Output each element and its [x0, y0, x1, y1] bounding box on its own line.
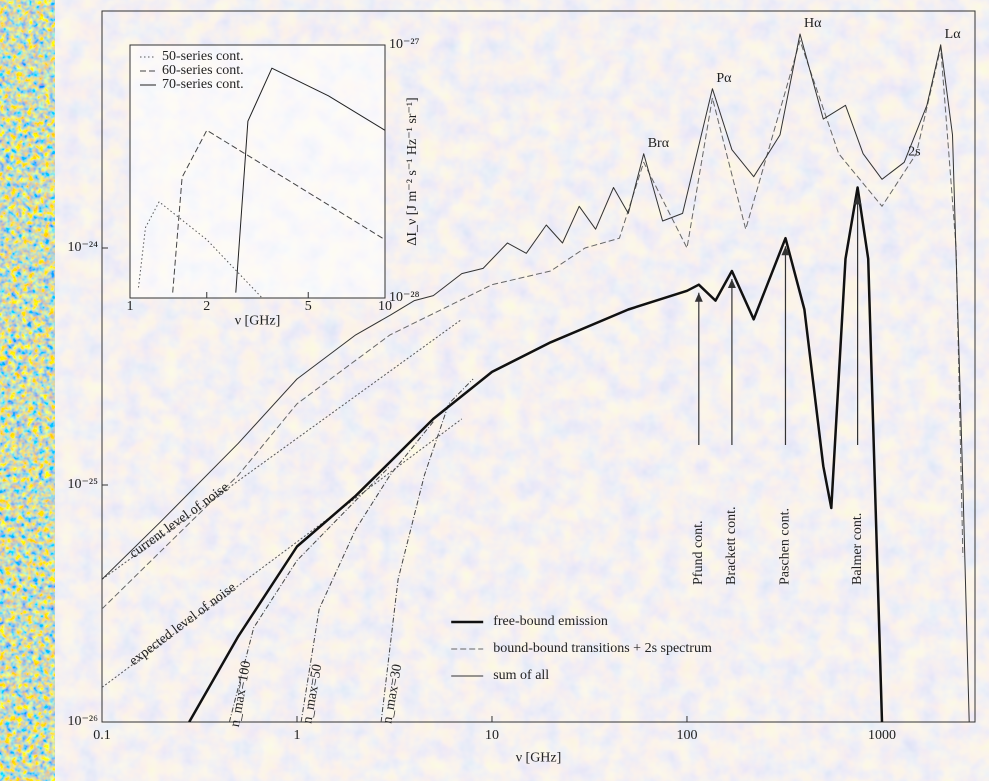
legend-label: bound-bound transitions + 2s spectrum	[493, 641, 712, 656]
arrow-label: Balmer cont.	[850, 513, 865, 585]
x-tick-label: 10	[485, 728, 499, 743]
peak-label: Lα	[945, 27, 962, 42]
x-tick-label: 0.1	[93, 728, 111, 743]
peak-label: Hα	[804, 16, 822, 31]
x-tick-label: 5	[305, 299, 312, 314]
y-tick-label: 10⁻²⁵	[68, 477, 99, 492]
x-axis-label: ν [GHz]	[516, 751, 562, 766]
y-tick-label: 10⁻²⁶	[68, 714, 99, 729]
y-axis-label: ΔI_ν [J m⁻² s⁻¹ Hz⁻¹ sr⁻¹]	[405, 97, 420, 245]
x-axis-label: ν [GHz]	[235, 314, 281, 329]
x-tick-label: 1	[293, 728, 300, 743]
figure: 0.1110100100010⁻²⁶10⁻²⁵10⁻²⁴ν [GHz]curre…	[0, 0, 989, 781]
arrow-label: Pfund cont.	[691, 520, 706, 585]
peak-label: Pα	[716, 71, 732, 86]
arrow-label: Brackett cont.	[724, 506, 739, 585]
y-tick-label: 10⁻²⁸	[389, 290, 420, 305]
legend-label: sum of all	[493, 668, 549, 683]
side-strip	[0, 0, 55, 781]
x-tick-label: 1	[127, 299, 134, 314]
y-tick-label: 10⁻²⁴	[68, 240, 99, 255]
x-tick-label: 100	[676, 728, 697, 743]
legend-label: 50-series cont.	[162, 49, 244, 64]
legend-label: 60-series cont.	[162, 63, 244, 78]
peak-label: 2s	[908, 144, 920, 159]
arrow-label: Paschen cont.	[778, 508, 793, 585]
peak-label: Brα	[648, 136, 670, 151]
x-tick-label: 2	[203, 299, 210, 314]
x-tick-label: 1000	[868, 728, 896, 743]
legend-label: free-bound emission	[493, 614, 608, 629]
legend-label: 70-series cont.	[162, 77, 244, 92]
y-tick-label: 10⁻²⁷	[389, 37, 420, 52]
